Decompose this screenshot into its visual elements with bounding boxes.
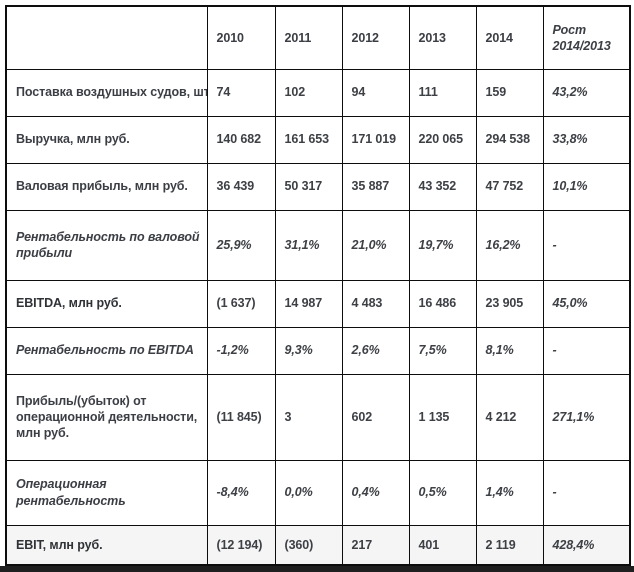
cell-value: 140 682 — [206, 115, 276, 164]
cell-value: 16 486 — [408, 279, 477, 328]
cell-value: 159 — [475, 68, 544, 117]
cell-value: 0,4% — [341, 459, 410, 526]
cell-value: 14 987 — [274, 279, 343, 328]
column-header-2014: 2014 — [475, 5, 544, 70]
row-label: Выручка, млн руб. — [5, 115, 208, 164]
cell-value: (11 845) — [206, 373, 276, 461]
cell-value: 2,6% — [341, 326, 410, 375]
cell-growth-value: 43,2% — [542, 68, 631, 117]
row-ebit: EBIT, млн руб. (12 194) (360) 217 401 2 … — [5, 524, 631, 566]
row-gross-margin: Рентабельность по валовой прибыли 25,9% … — [5, 209, 631, 281]
row-revenue: Выручка, млн руб. 140 682 161 653 171 01… — [5, 115, 631, 164]
column-header-2010: 2010 — [206, 5, 276, 70]
cell-value: 35 887 — [341, 162, 410, 211]
row-operating-profit: Прибыль/(убыток) от операционной деятель… — [5, 373, 631, 461]
cell-value: 0,0% — [274, 459, 343, 526]
row-ebitda: EBITDA, млн руб. (1 637) 14 987 4 483 16… — [5, 279, 631, 328]
cell-growth-value: - — [542, 326, 631, 375]
cell-value: 4 212 — [475, 373, 544, 461]
column-header-2011: 2011 — [274, 5, 343, 70]
cell-value: 94 — [341, 68, 410, 117]
cell-growth-value: 10,1% — [542, 162, 631, 211]
header-row: 2010 2011 2012 2013 2014 Рост 2014/2013 — [5, 5, 631, 70]
row-label: Рентабельность по валовой прибыли — [5, 209, 208, 281]
cell-value: 111 — [408, 68, 477, 117]
cell-value: -8,4% — [206, 459, 276, 526]
corner-cell — [5, 5, 208, 70]
cell-value: 7,5% — [408, 326, 477, 375]
row-label: Операционная рентабельность — [5, 459, 208, 526]
cell-value: 16,2% — [475, 209, 544, 281]
cell-value: 1,4% — [475, 459, 544, 526]
cell-value: 19,7% — [408, 209, 477, 281]
row-label: Рентабельность по EBITDA — [5, 326, 208, 375]
cell-value: 3 — [274, 373, 343, 461]
row-operating-margin: Операционная рентабельность -8,4% 0,0% 0… — [5, 459, 631, 526]
row-label: Валовая прибыль, млн руб. — [5, 162, 208, 211]
cell-value: 102 — [274, 68, 343, 117]
cell-value: (360) — [274, 524, 343, 566]
row-label: Прибыль/(убыток) от операционной деятель… — [5, 373, 208, 461]
bottom-edge-bar — [0, 566, 634, 572]
cell-value: 21,0% — [341, 209, 410, 281]
cell-value: 401 — [408, 524, 477, 566]
row-label: EBIT, млн руб. — [5, 524, 208, 566]
cell-value: 25,9% — [206, 209, 276, 281]
cell-value: 602 — [341, 373, 410, 461]
cell-growth-value: 428,4% — [542, 524, 631, 566]
cell-growth-value: 45,0% — [542, 279, 631, 328]
column-header-growth: Рост 2014/2013 — [542, 5, 631, 70]
cell-value: 43 352 — [408, 162, 477, 211]
cell-value: 220 065 — [408, 115, 477, 164]
cell-value: 36 439 — [206, 162, 276, 211]
cell-value: 31,1% — [274, 209, 343, 281]
row-ebitda-margin: Рентабельность по EBITDA -1,2% 9,3% 2,6%… — [5, 326, 631, 375]
cell-growth-value: 33,8% — [542, 115, 631, 164]
cell-value: 1 135 — [408, 373, 477, 461]
cell-value: 217 — [341, 524, 410, 566]
financial-table-container: 2010 2011 2012 2013 2014 Рост 2014/2013 … — [5, 5, 631, 566]
cell-value: 8,1% — [475, 326, 544, 375]
row-gross-profit: Валовая прибыль, млн руб. 36 439 50 317 … — [5, 162, 631, 211]
cell-value: (1 637) — [206, 279, 276, 328]
cell-value: 4 483 — [341, 279, 410, 328]
cell-growth-value: - — [542, 459, 631, 526]
cell-value: -1,2% — [206, 326, 276, 375]
row-label: Поставка воздушных судов, шт. — [5, 68, 208, 117]
cell-value: 0,5% — [408, 459, 477, 526]
cell-growth-value: 271,1% — [542, 373, 631, 461]
column-header-2012: 2012 — [341, 5, 410, 70]
row-label: EBITDA, млн руб. — [5, 279, 208, 328]
financial-results-table: 2010 2011 2012 2013 2014 Рост 2014/2013 … — [5, 5, 631, 566]
cell-value: 47 752 — [475, 162, 544, 211]
cell-value: 50 317 — [274, 162, 343, 211]
cell-value: 294 538 — [475, 115, 544, 164]
cell-value: 171 019 — [341, 115, 410, 164]
cell-value: (12 194) — [206, 524, 276, 566]
cell-value: 74 — [206, 68, 276, 117]
cell-value: 2 119 — [475, 524, 544, 566]
cell-value: 9,3% — [274, 326, 343, 375]
cell-value: 161 653 — [274, 115, 343, 164]
row-aircraft-deliveries: Поставка воздушных судов, шт. 74 102 94 … — [5, 68, 631, 117]
column-header-2013: 2013 — [408, 5, 477, 70]
cell-value: 23 905 — [475, 279, 544, 328]
cell-growth-value: - — [542, 209, 631, 281]
